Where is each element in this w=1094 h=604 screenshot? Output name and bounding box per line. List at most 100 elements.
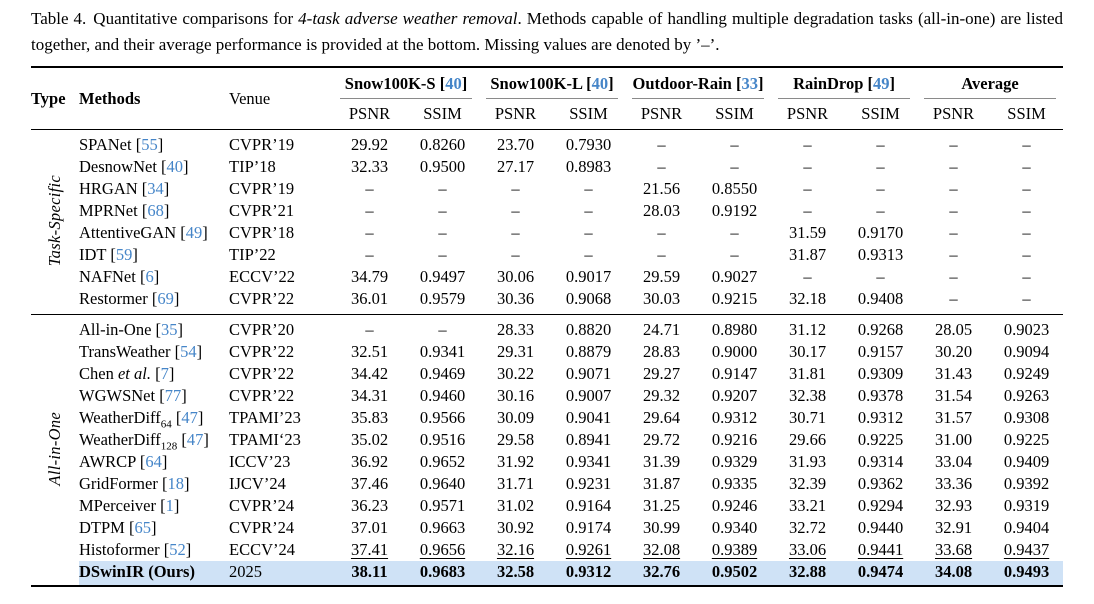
citation-bracket-close: ]	[173, 496, 180, 515]
citation-bracket-close: ]	[163, 201, 170, 220]
table-row: Histoformer [52] ECCV’24 37.41 0.9656 32.16 0…	[31, 539, 1063, 561]
metric-value: 31.02	[496, 496, 535, 515]
col-header-psnr: PSNR	[640, 104, 683, 123]
citation-link[interactable]: 7	[160, 364, 169, 383]
citation-link[interactable]: 68	[147, 201, 164, 220]
citation-bracket-close: ]	[889, 73, 896, 93]
table-header: Type Methods Venue Snow100K-S [40] Snow100K-…	[31, 67, 1064, 130]
metric-value: –	[657, 135, 666, 154]
citation-bracket-open: [	[124, 518, 135, 537]
metric-value: –	[1022, 179, 1031, 198]
citation-link[interactable]: 47	[186, 430, 204, 449]
citation-bracket-open: [	[135, 267, 146, 286]
col-header-psnr: PSNR	[348, 104, 391, 123]
metric-value: 0.9389	[711, 540, 758, 559]
citation-link[interactable]: 52	[169, 540, 186, 559]
metric-value: 28.05	[934, 320, 973, 339]
metric-value: –	[365, 245, 374, 264]
venue-value: CVPR’24	[229, 518, 295, 537]
table-row: Chen et al. [7] CVPR’22 34.42 0.9469 30.22 0.…	[31, 363, 1063, 385]
metric-value: –	[1022, 267, 1031, 286]
metric-value: –	[803, 179, 812, 198]
metric-value: 32.18	[788, 289, 827, 308]
metric-value: 0.9207	[711, 386, 758, 405]
metric-value: 33.68	[934, 540, 973, 559]
citation-bracket-close: ]	[161, 452, 168, 471]
metric-value: 27.17	[496, 157, 535, 176]
method-block-1: All-in-One All-in-One [35] CVPR’20 – – 28.33 0…	[31, 315, 1064, 586]
citation-link[interactable]: 55	[141, 135, 158, 154]
citation-link[interactable]: 49	[185, 223, 203, 242]
citation-link[interactable]: 18	[167, 474, 184, 493]
venue-value: CVPR’24	[229, 496, 295, 515]
citation-bracket-close: ]	[177, 320, 184, 339]
venue-value: ECCV’22	[229, 267, 295, 286]
metric-value: 0.9493	[990, 561, 1064, 586]
method-name: DSwinIR (Ours)	[79, 561, 229, 586]
col-header-ssim: SSIM	[569, 104, 608, 123]
metric-value: –	[949, 289, 958, 308]
dataset-name: Average	[961, 73, 1019, 93]
metric-value: 0.9041	[565, 408, 612, 427]
metric-value: 31.54	[934, 386, 973, 405]
citation-link[interactable]: 6	[145, 267, 154, 286]
table-row: MPerceiver [1] CVPR’24 36.23 0.9571 31.02 0.9…	[31, 495, 1063, 517]
citation-link[interactable]: 59	[115, 245, 133, 264]
venue-value: CVPR’19	[229, 135, 295, 154]
metric-value: 0.9460	[419, 386, 466, 405]
metric-value: 0.9656	[419, 540, 466, 559]
table-row: WeatherDiff64 [47] TPAMI’23 35.83 0.9566 30.…	[31, 407, 1063, 429]
method-name: TransWeather [54]	[79, 342, 203, 361]
venue-value: CVPR’20	[229, 320, 295, 339]
metric-value: 0.9516	[419, 430, 466, 449]
metric-value: –	[438, 245, 447, 264]
metric-value: –	[511, 245, 520, 264]
metric-value: 23.70	[496, 135, 535, 154]
citation-link[interactable]: 65	[134, 518, 151, 537]
citation-bracket-close: ]	[185, 540, 192, 559]
citation-link[interactable]: 54	[180, 342, 197, 361]
citation-link[interactable]: 49	[873, 73, 890, 93]
citation-link[interactable]: 1	[165, 496, 174, 515]
metric-value: 29.59	[642, 267, 681, 286]
citation-bracket-close: ]	[758, 73, 764, 93]
citation-link[interactable]: 34	[147, 179, 164, 198]
metric-value: 34.08	[917, 561, 991, 586]
metric-value: 37.46	[350, 474, 389, 493]
method-name: WeatherDiff64 [47]	[79, 408, 204, 429]
metric-value: –	[438, 201, 447, 220]
metric-value: 34.79	[350, 267, 389, 286]
metric-value: 0.9000	[711, 342, 758, 361]
col-header-methods: Methods	[79, 88, 141, 108]
citation-link[interactable]: 35	[161, 320, 178, 339]
venue-value: CVPR’22	[229, 364, 295, 383]
metric-value: 31.57	[934, 408, 973, 427]
metric-value: –	[1022, 135, 1031, 154]
citation-link[interactable]: 47	[181, 408, 198, 427]
metric-value: 0.9341	[419, 342, 466, 361]
citation-link[interactable]: 33	[741, 73, 759, 93]
citation-bracket-close: ]	[157, 135, 164, 154]
citation-bracket-close: ]	[183, 157, 189, 176]
metric-value: 31.93	[788, 452, 827, 471]
col-header-ssim: SSIM	[423, 104, 462, 123]
table-row: IDT [59] TIP’22 – – – – – – 31.87 0.9313 – –	[31, 244, 1063, 266]
citation-link[interactable]: 40	[166, 157, 184, 176]
metric-value: 28.33	[496, 320, 535, 339]
metric-value: 30.71	[788, 408, 827, 427]
table-row: MPRNet [68] CVPR’21 – – – – 28.03 0.9192 – – – –	[31, 200, 1063, 222]
citation-link[interactable]: 77	[164, 386, 182, 405]
venue-value: CVPR’22	[229, 289, 295, 308]
method-name: IDT [59]	[79, 245, 138, 264]
metric-value: 0.9469	[419, 364, 466, 383]
citation-bracket-close: ]	[181, 386, 187, 405]
col-header-ssim: SSIM	[861, 104, 900, 123]
metric-value: 32.88	[771, 561, 845, 586]
citation-link[interactable]: 64	[145, 452, 162, 471]
citation-link[interactable]: 40	[445, 73, 462, 93]
citation-link[interactable]: 69	[157, 289, 174, 308]
citation-link[interactable]: 40	[591, 73, 609, 93]
metric-value: 28.83	[642, 342, 681, 361]
col-header-venue: Venue	[229, 88, 271, 108]
metric-value: 0.9017	[565, 267, 612, 286]
